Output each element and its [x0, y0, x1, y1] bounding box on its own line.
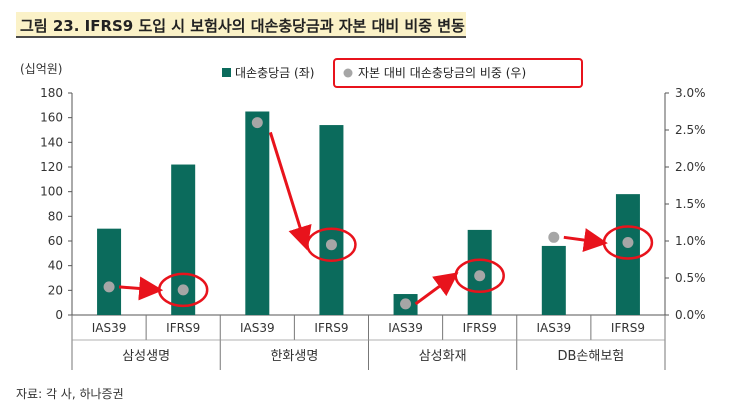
category-label: IFRS9 [463, 321, 497, 335]
legend-point-swatch [343, 68, 353, 78]
left-tick-label: 180 [40, 86, 63, 100]
left-tick-label: 140 [40, 135, 63, 149]
legend-bar-label: 대손충당금 (좌) [235, 66, 314, 80]
right-tick-label: 1.0% [675, 234, 706, 248]
legend-bar-swatch [222, 68, 231, 77]
category-label: IAS39 [240, 321, 275, 335]
left-axis-unit: (십억원) [20, 62, 62, 76]
ratio-point [622, 236, 634, 248]
legend-point-label: 자본 대비 대손충당금의 비중 (우) [358, 66, 526, 80]
change-arrow [268, 131, 312, 251]
left-tick-label: 80 [48, 209, 63, 223]
right-tick-label: 0.5% [675, 271, 706, 285]
ratio-point [474, 270, 486, 282]
category-label: IAS39 [92, 321, 127, 335]
ratio-point [251, 117, 263, 129]
category-label: IAS39 [388, 321, 423, 335]
left-tick-label: 0 [55, 308, 63, 322]
legend-highlight-box [333, 58, 583, 88]
left-tick-label: 60 [48, 234, 63, 248]
group-label: 삼성생명 [122, 349, 170, 364]
ratio-point [400, 298, 412, 310]
source-note: 자료: 각 사, 하나증권 [16, 387, 124, 401]
category-label: IFRS9 [314, 321, 348, 335]
right-tick-label: 2.5% [675, 123, 706, 137]
left-tick-label: 160 [40, 111, 63, 125]
change-arrow [563, 228, 608, 252]
bar [615, 194, 640, 315]
category-label: IAS39 [536, 321, 571, 335]
right-tick-label: 2.0% [675, 160, 706, 174]
ratio-point [177, 284, 189, 296]
left-tick-label: 100 [40, 185, 63, 199]
bar [541, 245, 566, 315]
group-label: DB손해보험 [557, 349, 624, 364]
category-label: IFRS9 [166, 321, 200, 335]
ratio-point [325, 239, 337, 251]
figure-title-bar: 그림 23. IFRS9 도입 시 보험사의 대손충당금과 자본 대비 비중 변… [16, 12, 466, 38]
left-tick-label: 40 [48, 259, 63, 273]
figure-title: 그림 23. IFRS9 도입 시 보험사의 대손충당금과 자본 대비 비중 변… [20, 17, 465, 35]
right-tick-label: 0.0% [675, 308, 706, 322]
change-arrow [414, 272, 459, 306]
right-tick-label: 3.0% [675, 86, 706, 100]
bar [245, 111, 270, 315]
left-tick-label: 20 [48, 283, 63, 297]
group-label: 한화생명 [270, 349, 318, 364]
ratio-point [103, 281, 115, 293]
group-label: 삼성화재 [419, 349, 467, 364]
bar [97, 228, 122, 315]
right-tick-label: 1.5% [675, 197, 706, 211]
bar [319, 125, 344, 315]
left-tick-label: 120 [40, 160, 63, 174]
ratio-point [548, 231, 560, 243]
change-arrow [118, 276, 164, 301]
category-label: IFRS9 [611, 321, 645, 335]
